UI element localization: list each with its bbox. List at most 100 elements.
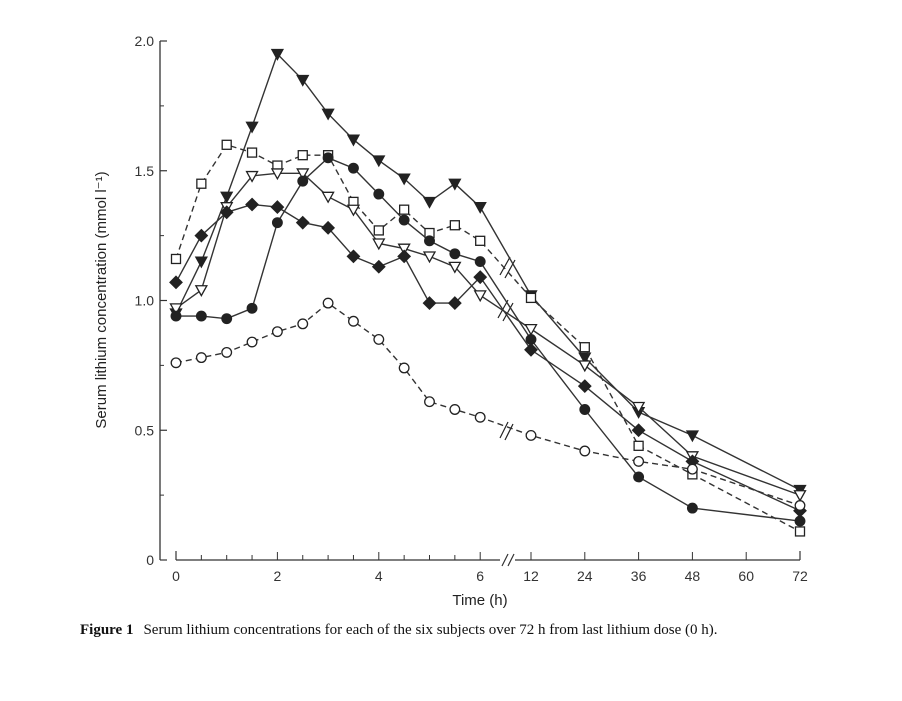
x-tick-label: 60 [738, 568, 754, 584]
data-point [422, 251, 437, 264]
data-point [397, 249, 412, 264]
data-point [195, 310, 207, 322]
data-point [221, 139, 232, 150]
data-point [474, 256, 486, 268]
data-point [424, 235, 435, 247]
x-tick-label: 48 [685, 568, 701, 584]
data-point [322, 152, 334, 164]
data-point [271, 326, 283, 338]
x-tick-label: 72 [792, 568, 808, 584]
data-point [449, 220, 461, 231]
data-point [296, 74, 310, 87]
data-point [794, 500, 806, 511]
data-point [270, 168, 285, 181]
x-tick-label: 4 [375, 568, 383, 584]
data-point [397, 243, 411, 256]
data-point [794, 515, 806, 527]
data-point [346, 204, 361, 217]
data-point [448, 178, 462, 191]
data-point [686, 463, 698, 475]
data-point [373, 188, 385, 200]
data-point [474, 411, 486, 423]
data-point [473, 270, 488, 285]
data-break-mark [499, 256, 511, 276]
data-point [297, 150, 308, 161]
data-break-mark [499, 421, 509, 439]
data-point [170, 310, 182, 322]
data-point [372, 155, 386, 168]
series-6 [170, 297, 806, 511]
data-point [194, 228, 209, 243]
figure-caption: Figure 1 Serum lithium concentrations for… [80, 622, 880, 639]
data-point [577, 379, 592, 394]
data-point [633, 455, 645, 467]
data-point [524, 323, 538, 336]
data-point [219, 205, 234, 220]
data-point [346, 134, 361, 147]
data-point [373, 333, 385, 345]
x-tick-label: 12 [523, 568, 539, 584]
data-point [525, 292, 537, 304]
data-point [348, 315, 359, 327]
data-point [633, 471, 645, 483]
y-tick-label: 0.5 [135, 422, 155, 438]
data-point [270, 48, 285, 61]
series-line [175, 172, 801, 496]
data-point [524, 342, 538, 357]
data-point [221, 346, 233, 358]
chart: 00.51.01.52.00 2 4 6 12 24 36 48 60 72 Time (h) S… [93, 33, 808, 609]
y-tick-label: 2.0 [135, 33, 155, 49]
data-point [579, 342, 590, 353]
data-point [321, 191, 335, 204]
data-break-mark [504, 423, 514, 441]
data-point [398, 362, 410, 374]
data-point [246, 147, 258, 158]
data-point [170, 357, 182, 369]
data-point [195, 352, 207, 364]
x-axis-break-mark [507, 553, 515, 567]
x-tick-label: 0 [172, 568, 180, 584]
data-point [631, 401, 646, 414]
y-axis-title: Serum lithium concentration (mmol l⁻¹) [93, 171, 110, 428]
data-break-mark [504, 259, 516, 279]
data-point [525, 429, 537, 441]
data-break-mark [502, 302, 514, 322]
data-point [297, 318, 309, 330]
data-point [794, 526, 806, 537]
data-point [296, 168, 310, 181]
data-point [246, 336, 258, 348]
data-point [245, 121, 259, 134]
data-point [169, 303, 183, 316]
data-point [373, 225, 384, 236]
data-point [686, 502, 698, 514]
data-point [246, 302, 258, 314]
x-tick-label: 2 [274, 568, 282, 584]
data-point [447, 296, 462, 311]
caption-text: Serum lithium concentrations for each of… [143, 622, 718, 638]
data-point [449, 248, 461, 260]
data-point [194, 256, 208, 269]
x-axis-title: Time (h) [452, 592, 507, 609]
data-point [321, 108, 335, 121]
data-point [321, 220, 336, 235]
data-point [525, 333, 537, 345]
data-point [473, 202, 487, 214]
data-point [348, 162, 359, 174]
data-point [170, 253, 182, 265]
y-tick-label: 0 [146, 552, 154, 568]
data-point [220, 191, 234, 204]
data-point [221, 313, 233, 325]
y-tick-label: 1.0 [135, 293, 155, 309]
series-line [175, 52, 801, 491]
series-5 [169, 197, 807, 518]
data-point [579, 445, 591, 457]
data-point [422, 196, 437, 209]
data-point [475, 235, 486, 246]
data-point [270, 200, 285, 214]
series-line [176, 156, 801, 522]
data-point [372, 238, 386, 251]
data-point [633, 440, 644, 451]
data-point [322, 297, 334, 309]
data-point [631, 423, 646, 438]
data-point [578, 352, 592, 365]
